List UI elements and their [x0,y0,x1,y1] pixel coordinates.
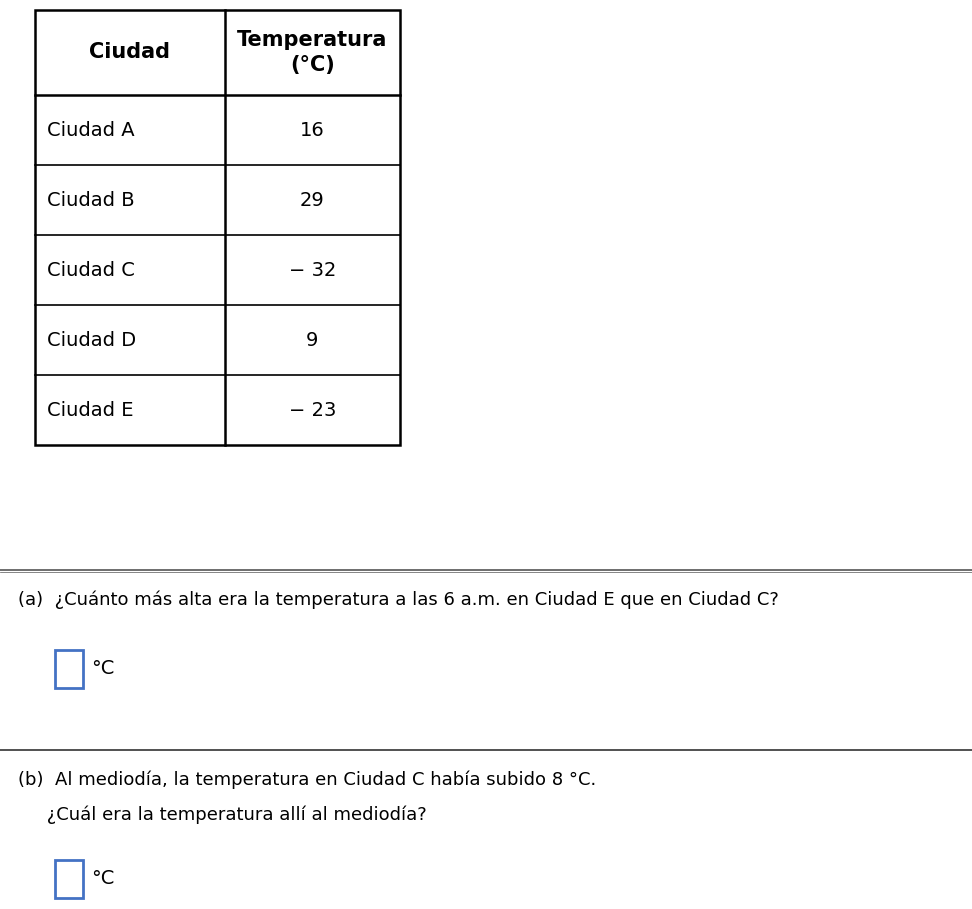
Text: 9: 9 [306,331,319,349]
Text: Ciudad D: Ciudad D [47,331,136,349]
Bar [35,10,400,445]
Text: °C: °C [91,660,115,678]
Text: − 32: − 32 [289,261,336,279]
Text: − 23: − 23 [289,401,336,419]
Text: Ciudad: Ciudad [89,43,170,63]
Bar [55,650,83,688]
Bar [55,860,83,898]
Text: (b)  Al mediodía, la temperatura en Ciudad C había subido 8 °C.: (b) Al mediodía, la temperatura en Ciuda… [18,771,596,789]
Text: Ciudad B: Ciudad B [47,191,135,209]
Text: Ciudad A: Ciudad A [47,121,135,139]
Text: 29: 29 [300,191,325,209]
Text: 16: 16 [300,121,325,139]
Text: (a)  ¿Cuánto más alta era la temperatura a las 6 a.m. en Ciudad E que en Ciudad : (a) ¿Cuánto más alta era la temperatura … [18,591,779,609]
Text: ¿Cuál era la temperatura allí al mediodía?: ¿Cuál era la temperatura allí al mediodí… [18,805,427,824]
Text: Ciudad C: Ciudad C [47,261,135,279]
Text: Temperatura
(°C): Temperatura (°C) [237,30,388,75]
Text: Ciudad E: Ciudad E [47,401,133,419]
Text: °C: °C [91,870,115,888]
